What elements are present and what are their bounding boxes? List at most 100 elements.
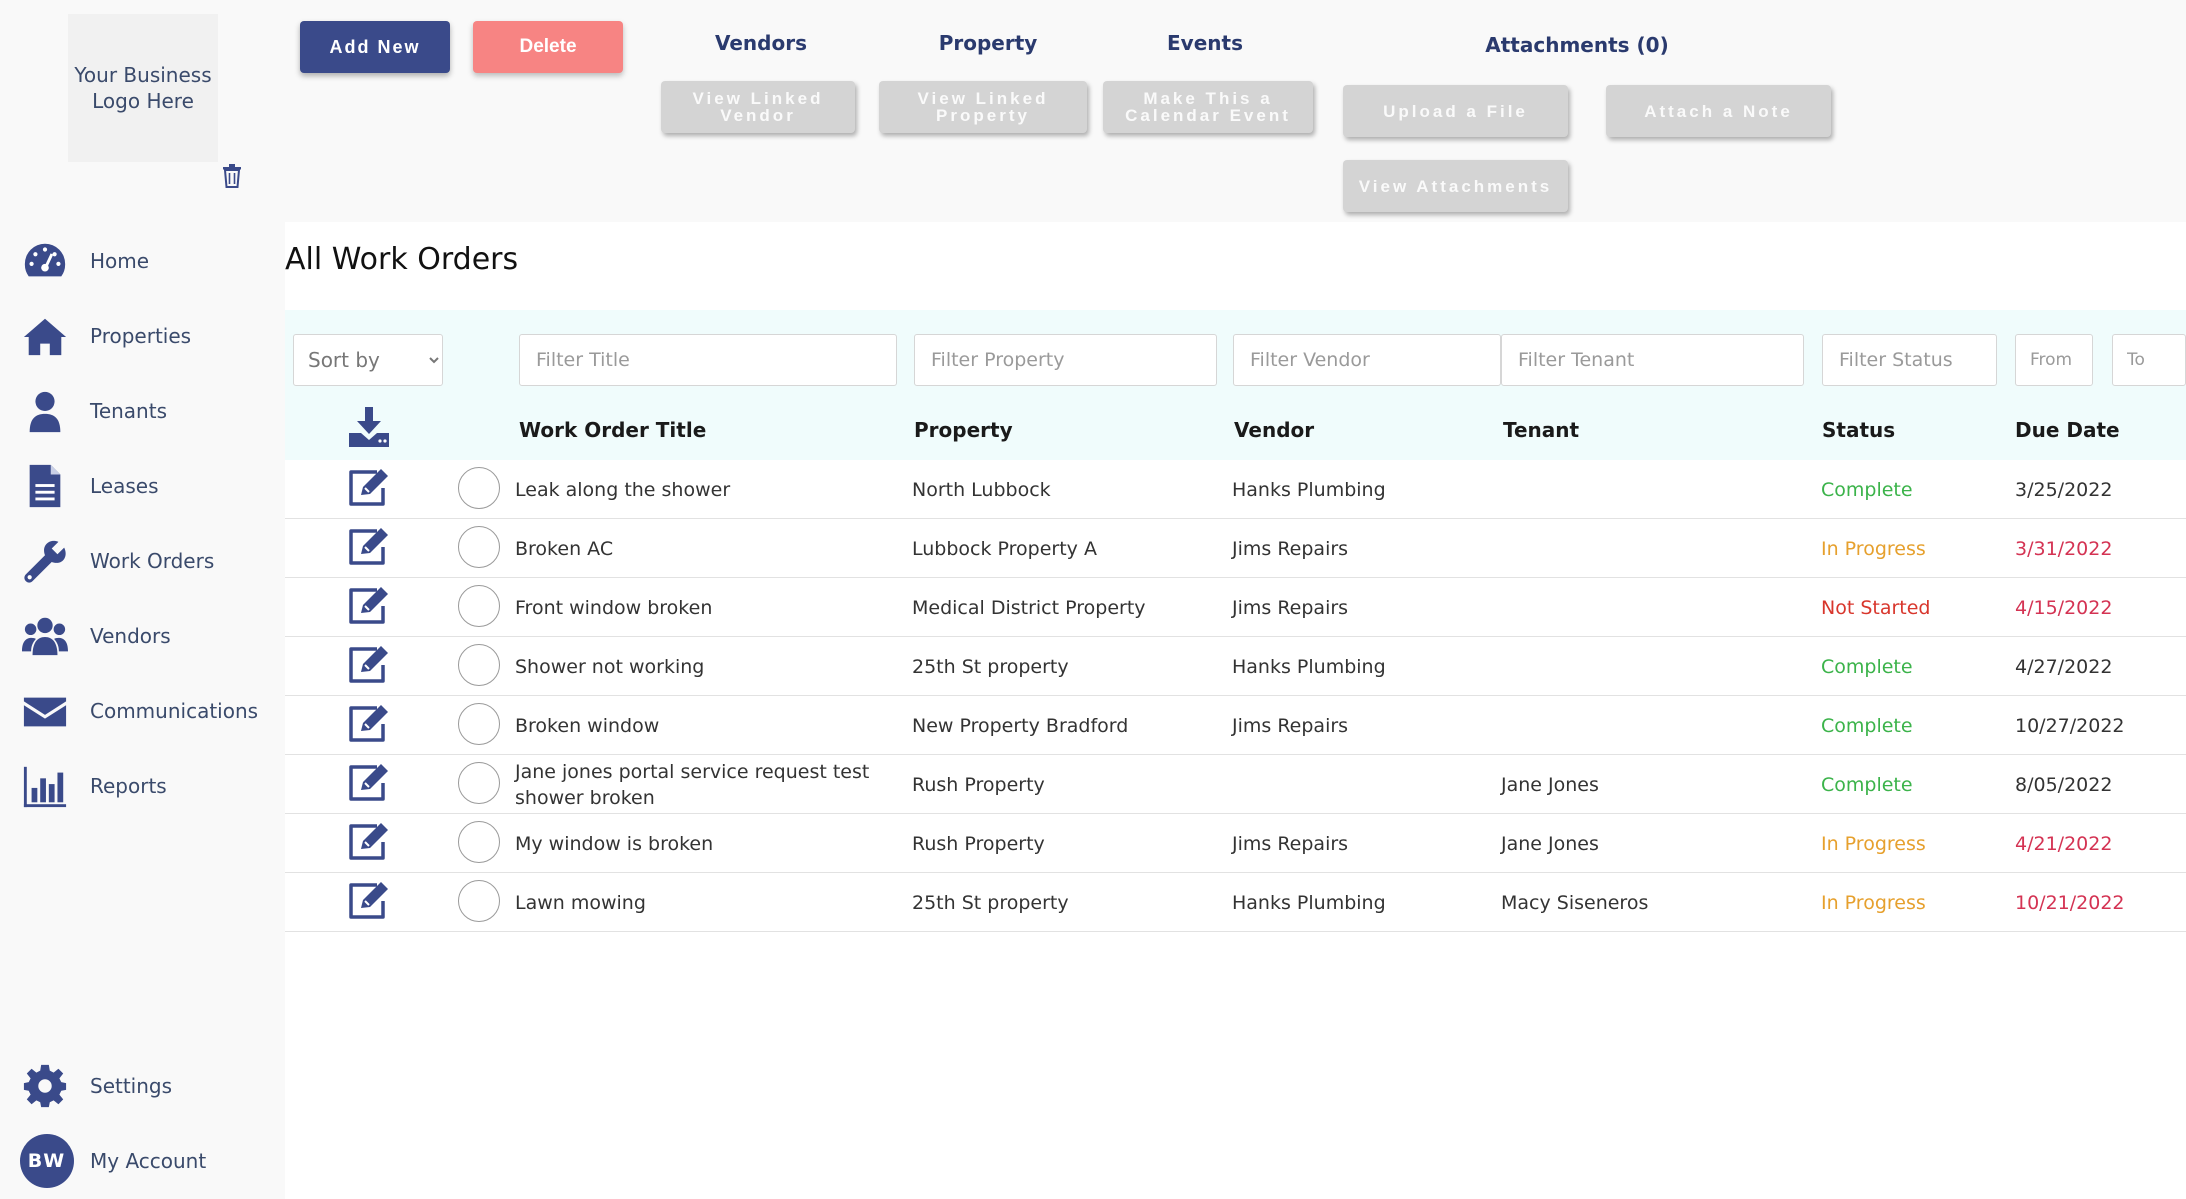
cell-status: In Progress [1821, 537, 1926, 560]
filter-property-input[interactable] [914, 334, 1217, 386]
column-header-due-date[interactable]: Due Date [2015, 418, 2120, 442]
nav-label: Communications [90, 699, 259, 723]
cell-status: In Progress [1821, 891, 1926, 914]
column-header-status[interactable]: Status [1822, 418, 1896, 442]
cell-vendor: Hanks Plumbing [1232, 655, 1386, 678]
column-header-property[interactable]: Property [914, 418, 1013, 442]
upload-file-button[interactable]: Upload a File [1343, 85, 1568, 137]
business-logo-placeholder[interactable]: Your Business Logo Here [68, 14, 218, 162]
filter-status-input[interactable] [1822, 334, 1997, 386]
avatar: BW [20, 1134, 74, 1188]
cell-title[interactable]: Lawn mowing [515, 891, 646, 914]
table-row[interactable]: Jane jones portal service request test s… [285, 755, 2186, 814]
nav-item-reports[interactable]: Reports [20, 756, 280, 816]
add-new-button[interactable]: Add New [300, 21, 450, 73]
filter-vendor-input[interactable] [1233, 334, 1501, 386]
sidebar: Your Business Logo Here Home Properties … [0, 0, 285, 1199]
logo-text: Your Business Logo Here [74, 63, 212, 113]
table-row[interactable]: My window is broken Rush Property Jims Rep… [285, 814, 2186, 873]
cell-status: Complete [1821, 714, 1913, 737]
table-row[interactable]: Front window broken Medical District Prop… [285, 578, 2186, 637]
row-select-radio[interactable] [458, 821, 500, 863]
nav-item-work-orders[interactable]: Work Orders [20, 531, 280, 591]
nav-item-tenants[interactable]: Tenants [20, 381, 280, 441]
cell-title[interactable]: Leak along the shower [515, 478, 731, 501]
nav-item-communications[interactable]: Communications [20, 681, 280, 741]
edit-icon[interactable] [347, 468, 391, 508]
row-select-radio[interactable] [458, 585, 500, 627]
dashboard-icon [20, 236, 70, 286]
cell-due-date: 4/27/2022 [2015, 655, 2113, 678]
edit-icon[interactable] [347, 881, 391, 921]
nav-item-home[interactable]: Home [20, 231, 280, 291]
cell-status: Not Started [1821, 596, 1931, 619]
events-section-title: Events [1167, 31, 1243, 55]
delete-button[interactable]: Delete [473, 21, 623, 73]
filter-tenant-input[interactable] [1501, 334, 1804, 386]
table-row[interactable]: Broken window New Property Bradford Jims R… [285, 696, 2186, 755]
edit-icon[interactable] [347, 822, 391, 862]
column-header-title[interactable]: Work Order Title [519, 418, 707, 442]
cell-status: Complete [1821, 655, 1913, 678]
cell-property: New Property Bradford [912, 714, 1129, 737]
cell-title[interactable]: Broken window [515, 714, 660, 737]
envelope-icon [20, 686, 70, 736]
view-attachments-button[interactable]: View Attachments [1343, 160, 1568, 212]
bar-chart-icon [20, 761, 70, 811]
cell-vendor: Hanks Plumbing [1232, 478, 1386, 501]
make-calendar-event-button[interactable]: Make This a Calendar Event [1103, 81, 1313, 133]
row-select-radio[interactable] [458, 880, 500, 922]
cell-title[interactable]: Jane jones portal service request test s… [515, 760, 870, 809]
nav-label: Reports [90, 774, 167, 798]
sort-by-select[interactable]: Sort by [293, 334, 443, 386]
nav-item-vendors[interactable]: Vendors [20, 606, 280, 666]
cell-tenant [1501, 519, 1801, 578]
cell-due-date: 10/27/2022 [2015, 714, 2125, 737]
view-linked-property-button[interactable]: View Linked Property [879, 81, 1087, 133]
edit-icon[interactable] [347, 586, 391, 626]
row-select-radio[interactable] [458, 467, 500, 509]
cell-property: 25th St property [912, 655, 1069, 678]
filter-date-from-input[interactable] [2015, 334, 2093, 386]
download-icon[interactable] [347, 405, 391, 449]
filter-date-to-input[interactable] [2112, 334, 2186, 386]
table-row[interactable]: Leak along the shower North Lubbock Hanks … [285, 460, 2186, 519]
cell-property: 25th St property [912, 891, 1069, 914]
row-select-radio[interactable] [458, 526, 500, 568]
property-section-title: Property [938, 31, 1038, 55]
edit-icon[interactable] [347, 763, 391, 803]
row-select-radio[interactable] [458, 762, 500, 804]
cell-title[interactable]: Broken AC [515, 537, 614, 560]
cell-tenant: Jane Jones [1501, 773, 1599, 796]
cell-title[interactable]: Front window broken [515, 596, 713, 619]
column-header-tenant[interactable]: Tenant [1503, 418, 1580, 442]
cell-vendor [1232, 755, 1492, 814]
row-select-radio[interactable] [458, 703, 500, 745]
attach-note-button[interactable]: Attach a Note [1606, 85, 1831, 137]
column-header-vendor[interactable]: Vendor [1234, 418, 1315, 442]
cell-due-date: 4/21/2022 [2015, 832, 2113, 855]
cell-tenant [1501, 578, 1801, 637]
cell-vendor: Hanks Plumbing [1232, 891, 1386, 914]
cell-status: In Progress [1821, 832, 1926, 855]
cell-vendor: Jims Repairs [1232, 596, 1349, 619]
nav-item-settings[interactable]: Settings [20, 1056, 280, 1116]
nav-item-leases[interactable]: Leases [20, 456, 280, 516]
table-row[interactable]: Lawn mowing 25th St property Hanks Plumbin… [285, 873, 2186, 932]
edit-icon[interactable] [347, 645, 391, 685]
cell-title[interactable]: My window is broken [515, 832, 714, 855]
table-row[interactable]: Broken AC Lubbock Property A Jims Repairs I… [285, 519, 2186, 578]
cell-vendor: Jims Repairs [1232, 537, 1349, 560]
nav-item-my-account[interactable]: BW My Account [20, 1131, 280, 1191]
trash-icon[interactable] [221, 164, 243, 188]
cell-title[interactable]: Shower not working [515, 655, 705, 678]
nav-item-properties[interactable]: Properties [20, 306, 280, 366]
view-linked-vendor-button[interactable]: View Linked Vendor [661, 81, 855, 133]
row-select-radio[interactable] [458, 644, 500, 686]
cell-property: Medical District Property [912, 596, 1146, 619]
edit-icon[interactable] [347, 704, 391, 744]
nav-label: Home [90, 249, 150, 273]
filter-title-input[interactable] [519, 334, 897, 386]
table-row[interactable]: Shower not working 25th St property Hanks … [285, 637, 2186, 696]
edit-icon[interactable] [347, 527, 391, 567]
